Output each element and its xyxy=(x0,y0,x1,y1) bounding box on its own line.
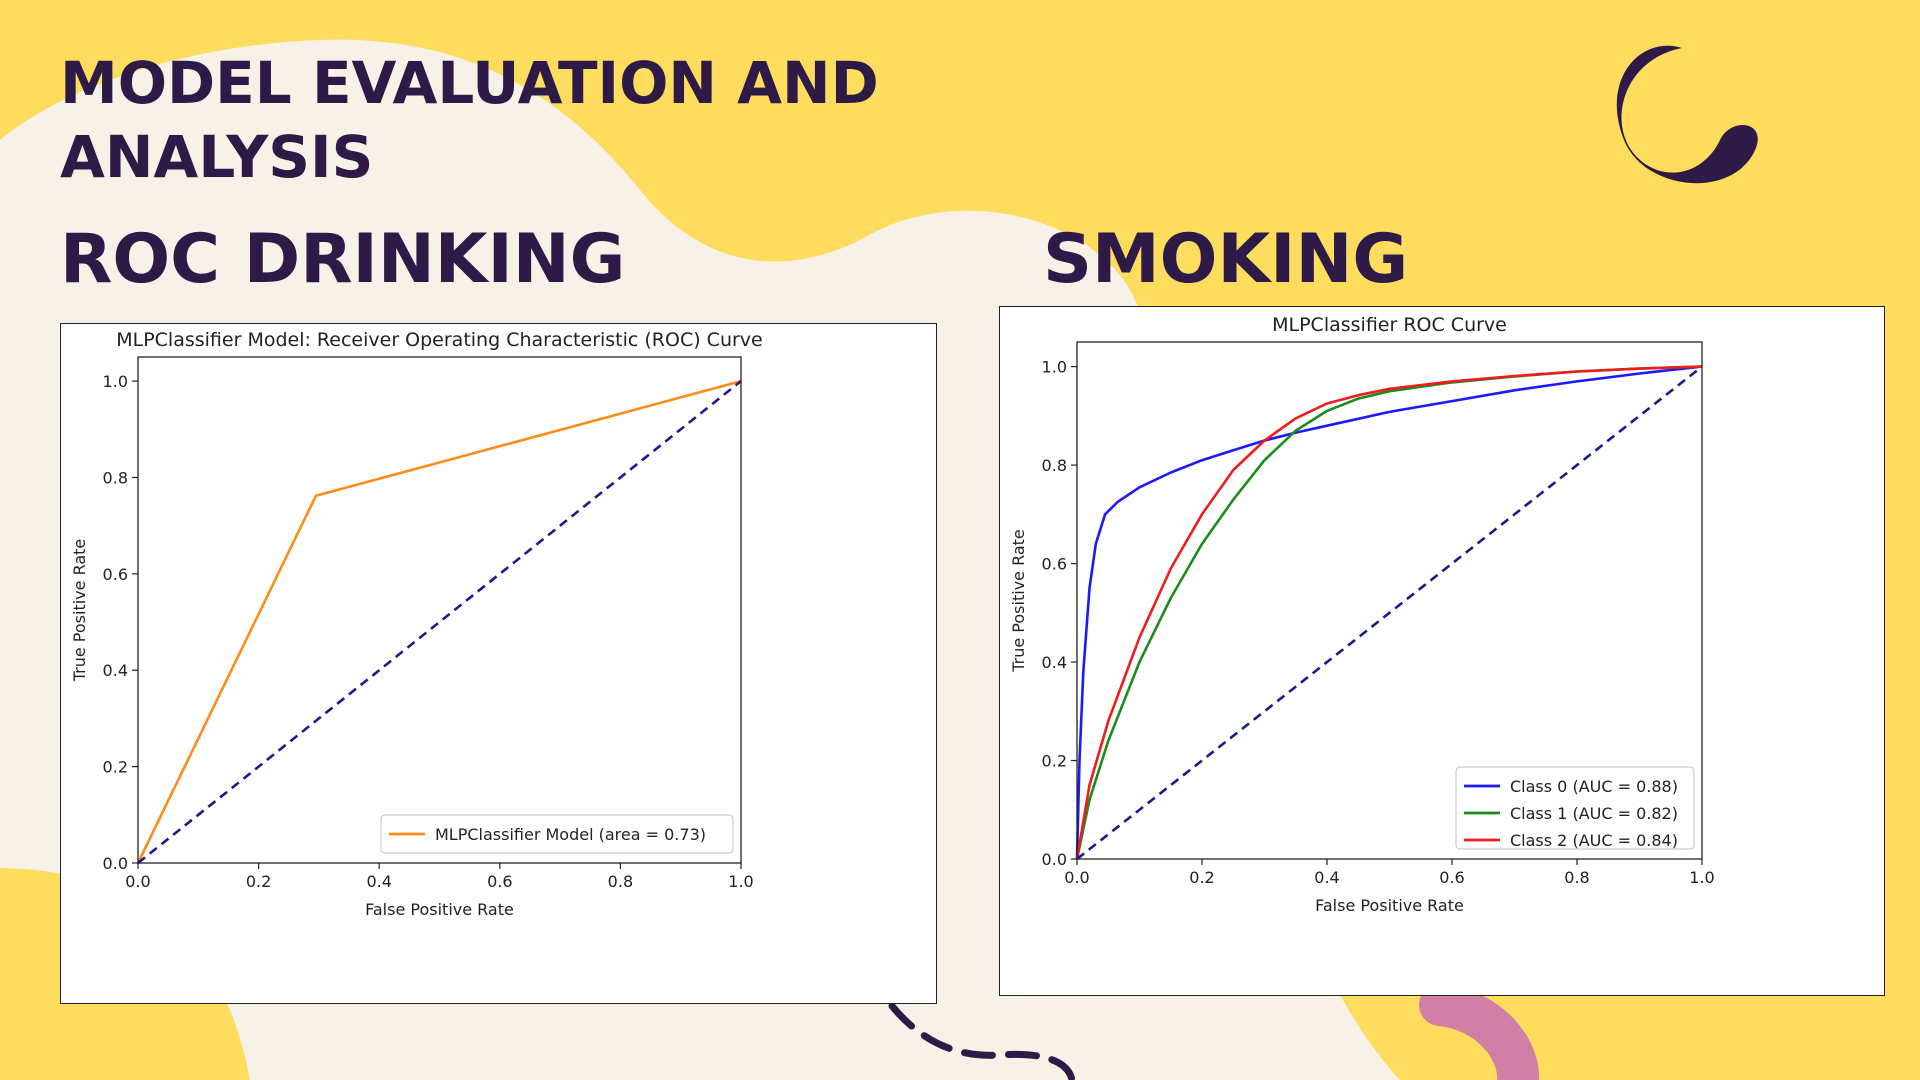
x-tick-label: 0.4 xyxy=(1314,868,1339,887)
y-axis-label: True Positive Rate xyxy=(1009,529,1028,673)
legend-label: MLPClassifier Model (area = 0.73) xyxy=(435,825,706,844)
series-line-2 xyxy=(1075,365,1703,860)
legend-label: Class 0 (AUC = 0.88) xyxy=(1510,777,1678,796)
y-tick-label: 0.0 xyxy=(1042,850,1067,869)
smoking-roc-chart-panel: MLPClassifier ROC Curve 0.0 0.2 0.4 0.6 0.8 1.… xyxy=(999,306,1885,996)
y-tick-label: 0.6 xyxy=(1042,555,1067,574)
y-tick-label: 1.0 xyxy=(103,372,128,391)
series-line-0 xyxy=(136,379,742,864)
x-tick-label: 0.6 xyxy=(487,872,512,891)
x-tick-label: 0.2 xyxy=(246,872,271,891)
y-axis-label: True Positive Rate xyxy=(70,539,89,683)
x-tick-label: 0.0 xyxy=(1064,868,1089,887)
y-tick-label: 0.0 xyxy=(103,854,128,873)
x-tick-label: 0.6 xyxy=(1439,868,1464,887)
smoking-heading: SMOKING xyxy=(1043,220,1409,299)
drinking-roc-chart-panel: MLPClassifier Model: Receiver Operating … xyxy=(60,323,937,1004)
x-tick-label: 0.8 xyxy=(608,872,633,891)
series-line-0 xyxy=(1075,365,1703,860)
pink-arc-decoration xyxy=(1419,984,1540,1080)
y-tick-label: 0.2 xyxy=(1042,752,1067,771)
chance-diagonal-line xyxy=(1076,365,1703,861)
slide-title-line-2: ANALYSIS xyxy=(60,123,374,191)
slide-title-line-1: MODEL EVALUATION AND xyxy=(60,49,879,117)
y-tick-label: 1.0 xyxy=(1042,358,1067,377)
x-tick-label: 0.4 xyxy=(366,872,391,891)
x-axis-label: False Positive Rate xyxy=(1315,896,1464,915)
chart-legend-box xyxy=(380,814,734,854)
legend-label: Class 2 (AUC = 0.84) xyxy=(1510,831,1678,850)
x-tick-label: 1.0 xyxy=(728,872,753,891)
chance-diagonal-line xyxy=(137,380,742,865)
chart-title: MLPClassifier ROC Curve xyxy=(1272,314,1507,336)
smoking-roc-chart: MLPClassifier ROC Curve 0.0 0.2 0.4 0.6 0.8 1.… xyxy=(1009,314,1715,915)
y-tick-label: 0.6 xyxy=(103,565,128,584)
x-axis-label: False Positive Rate xyxy=(365,900,514,919)
x-tick-label: 0.2 xyxy=(1189,868,1214,887)
x-tick-label: 0.0 xyxy=(125,872,150,891)
y-tick-label: 0.8 xyxy=(103,468,128,487)
y-tick-label: 0.2 xyxy=(103,758,128,777)
chart-title: MLPClassifier Model: Receiver Operating … xyxy=(116,329,763,351)
y-tick-label: 0.8 xyxy=(1042,456,1067,475)
crescent-moon-icon xyxy=(1616,45,1758,184)
drinking-roc-chart: MLPClassifier Model: Receiver Operating … xyxy=(70,329,763,919)
dashed-curve-decoration xyxy=(888,1002,1076,1080)
x-tick-label: 1.0 xyxy=(1689,868,1714,887)
chart-legend-box xyxy=(1455,766,1695,850)
plot-frame xyxy=(1076,341,1703,860)
roc-drinking-heading: ROC DRINKING xyxy=(60,220,626,299)
legend-label: Class 1 (AUC = 0.82) xyxy=(1510,804,1678,823)
x-tick-label: 0.8 xyxy=(1564,868,1589,887)
plot-frame xyxy=(137,356,742,864)
y-tick-label: 0.4 xyxy=(1042,653,1067,672)
y-tick-label: 0.4 xyxy=(103,661,128,680)
